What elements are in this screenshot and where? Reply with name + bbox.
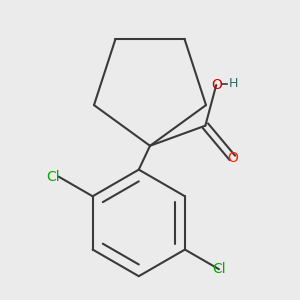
Text: O: O xyxy=(228,151,238,165)
Text: O: O xyxy=(211,78,222,92)
Text: Cl: Cl xyxy=(212,262,226,276)
Text: Cl: Cl xyxy=(46,169,60,184)
Text: H: H xyxy=(229,77,239,90)
